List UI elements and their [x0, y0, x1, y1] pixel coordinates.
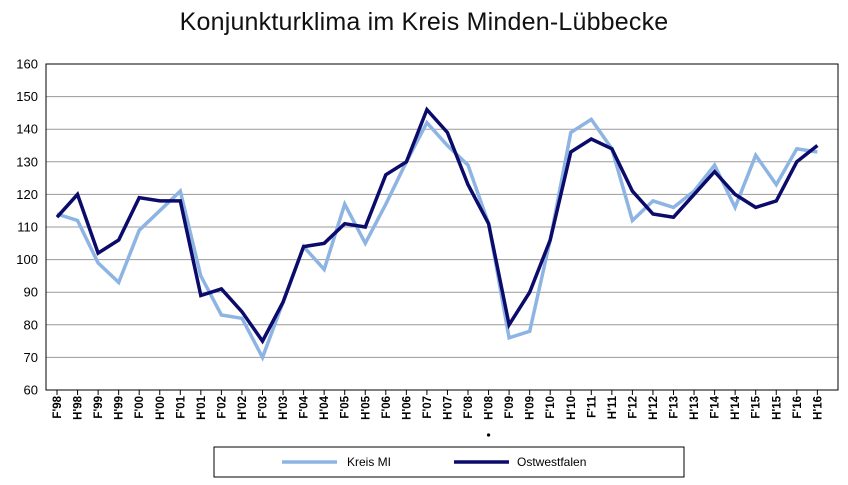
x-tick-label: H'08 — [484, 395, 496, 419]
y-tick-label: 100 — [16, 252, 38, 267]
x-tick-label: H'12 — [648, 396, 660, 420]
y-tick-label: 140 — [16, 122, 38, 137]
x-tick-label: H'02 — [237, 396, 249, 420]
x-axis-ticks: F'98 H'98 F'99 H'99 F'00 H'00 F'01 H'01 F'02 H'02… — [52, 390, 824, 437]
plot-frame — [45, 63, 839, 391]
x-tick-label: F'13 — [669, 396, 681, 419]
x-tick-label: F'07 — [422, 396, 434, 419]
x-tick-label: H'01 — [196, 395, 208, 419]
x-tick-label: F'98 — [52, 395, 64, 418]
x-tick-label: H'13 — [689, 396, 701, 420]
x-tick-label: F'09 — [504, 396, 516, 419]
series-lines — [55, 106, 819, 362]
y-tick-label: 160 — [16, 57, 38, 72]
y-tick-label: 110 — [17, 220, 38, 235]
x-tick-label: H'06 — [401, 396, 413, 420]
x-tick-label: H'15 — [771, 395, 783, 419]
series-line-kreis-mi — [56, 117, 818, 362]
legend-label: Kreis MI — [347, 455, 391, 469]
x-tick-label: F'06 — [381, 396, 393, 419]
y-tick-label: 120 — [16, 187, 38, 202]
x-tick-label: H'11 — [607, 395, 619, 419]
y-axis-ticks: 60 70 80 90 100 110 120 130 140 150 160 — [16, 57, 38, 398]
x-tick-label: F'05 — [340, 395, 352, 418]
y-tick-label: 60 — [24, 383, 38, 398]
legend-label: Ostwestfalen — [517, 455, 586, 469]
x-tick-label: H'10 — [566, 396, 578, 420]
x-tick-label: F'14 — [710, 395, 722, 418]
y-tick-label: 90 — [24, 285, 38, 300]
x-tick-label: H'16 — [812, 396, 824, 420]
x-tick-label: H'07 — [442, 396, 454, 420]
x-tick-label: H'09 — [525, 396, 537, 420]
x-tick-label: H'14 — [730, 395, 742, 419]
x-tick-label: F'01 — [175, 395, 187, 418]
y-tick-label: 130 — [16, 154, 38, 169]
gridlines — [46, 96, 838, 358]
x-tick-label: H'04 — [319, 395, 331, 419]
y-tick-label: 80 — [24, 317, 38, 332]
chart-title: Konjunkturklima im Kreis Minden-Lübbecke — [179, 8, 669, 36]
x-tick-label: H'03 — [278, 396, 290, 420]
x-tick-label: F'04 — [299, 395, 311, 418]
x-tick-label: F'99 — [93, 396, 105, 419]
x-tick-label: H'00 — [155, 396, 167, 420]
x-tick-label: F'15 — [751, 395, 763, 418]
x-tick-label: F'03 — [258, 396, 270, 419]
x-tick-label: F'00 — [134, 396, 146, 419]
x-tick-label: F'08 — [463, 395, 475, 418]
series-line-ostwestfalen — [55, 106, 819, 345]
x-tick-label: F'12 — [627, 396, 639, 419]
y-tick-label: 70 — [24, 350, 38, 365]
x-tick-label: F'16 — [792, 396, 804, 419]
x-tick-label: H'99 — [114, 396, 126, 420]
legend: Kreis MI Ostwestfalen — [213, 446, 685, 478]
x-tick-label: F'11 — [586, 395, 598, 418]
x-tick-label: F'10 — [545, 396, 557, 419]
x-tick-label: H'05 — [360, 395, 372, 419]
x-tick-label: H'98 — [73, 395, 85, 419]
y-tick-label: 150 — [16, 89, 38, 104]
x-tick-label: F'02 — [216, 396, 228, 419]
x-tick-marker-dot — [486, 433, 491, 437]
